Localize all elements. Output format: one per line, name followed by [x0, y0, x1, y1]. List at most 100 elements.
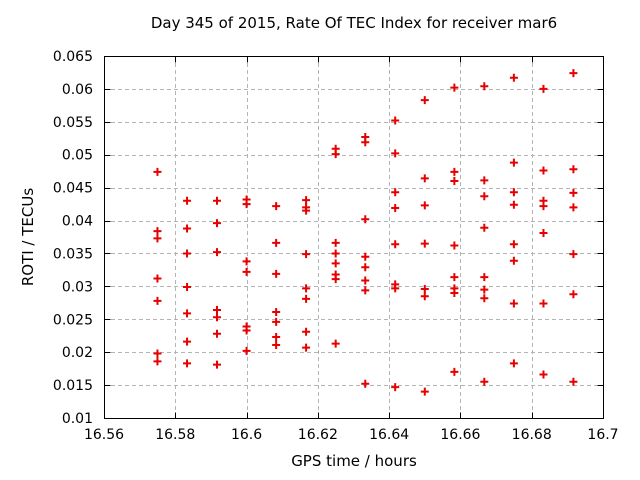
data-point-marker — [183, 196, 192, 205]
data-point-marker — [509, 359, 518, 368]
data-point-marker — [420, 174, 429, 183]
data-point-marker — [153, 357, 162, 366]
data-point-marker — [153, 274, 162, 283]
y-tick-label: 0.01 — [62, 411, 93, 427]
data-point-marker — [539, 299, 548, 308]
data-point-marker — [212, 196, 221, 205]
data-point-marker — [391, 204, 400, 213]
data-point-marker — [302, 294, 311, 303]
data-point-marker — [331, 275, 340, 284]
y-tick-label: 0.05 — [62, 148, 93, 164]
data-point-marker — [509, 240, 518, 249]
data-point-marker — [480, 82, 489, 91]
data-point-marker — [569, 250, 578, 259]
data-point-marker — [450, 167, 459, 176]
data-point-marker — [420, 292, 429, 301]
y-tick-label: 0.055 — [53, 115, 93, 131]
data-point-marker — [509, 188, 518, 197]
data-point-marker — [391, 284, 400, 293]
data-point-marker — [480, 294, 489, 303]
x-tick-label: 16.64 — [369, 427, 409, 443]
data-point-marker — [480, 273, 489, 282]
data-point-marker — [242, 200, 251, 209]
data-point-marker — [420, 239, 429, 248]
data-point-marker — [272, 308, 281, 317]
data-point-marker — [272, 333, 281, 342]
data-point-marker — [242, 326, 251, 335]
data-point-marker — [183, 283, 192, 292]
data-point-marker — [539, 202, 548, 211]
y-tick-label: 0.025 — [53, 312, 93, 328]
y-tick-label: 0.065 — [53, 49, 93, 65]
data-point-marker — [183, 309, 192, 318]
data-point-marker — [391, 188, 400, 197]
data-point-marker — [391, 383, 400, 392]
data-point-marker — [480, 192, 489, 201]
data-point-marker — [569, 290, 578, 299]
data-point-marker — [272, 238, 281, 247]
data-point-marker — [331, 339, 340, 348]
data-point-marker — [212, 329, 221, 338]
x-tick-label: 16.62 — [298, 427, 338, 443]
data-point-marker — [272, 340, 281, 349]
data-point-marker — [539, 84, 548, 93]
data-point-marker — [361, 138, 370, 147]
data-point-marker — [509, 73, 518, 82]
data-point-marker — [331, 150, 340, 159]
data-point-marker — [212, 313, 221, 322]
data-point-marker — [450, 83, 459, 92]
chart-title: Day 345 of 2015, Rate Of TEC Index for r… — [150, 14, 558, 32]
data-point-marker — [242, 346, 251, 355]
data-point-marker — [539, 370, 548, 379]
y-tick-label: 0.035 — [53, 246, 93, 262]
data-point-marker — [569, 203, 578, 212]
data-point-marker — [183, 249, 192, 258]
plot-frame — [104, 56, 604, 419]
data-point-marker — [450, 288, 459, 297]
data-point-marker — [242, 257, 251, 266]
data-point-marker — [361, 276, 370, 285]
data-point-marker — [480, 176, 489, 185]
y-tick-label: 0.015 — [53, 378, 93, 394]
data-point-marker — [509, 158, 518, 167]
data-point-marker — [569, 188, 578, 197]
x-axis-label: GPS time / hours — [291, 452, 417, 470]
data-point-marker — [569, 377, 578, 386]
data-point-marker — [569, 165, 578, 174]
data-point-marker — [361, 379, 370, 388]
y-tick-label: 0.03 — [62, 279, 93, 295]
data-point-marker — [212, 360, 221, 369]
data-point-marker — [242, 267, 251, 276]
data-point-marker — [509, 299, 518, 308]
x-tick-label: 16.68 — [512, 427, 552, 443]
data-point-marker — [331, 238, 340, 247]
x-tick-label: 16.56 — [84, 427, 124, 443]
data-point-marker — [539, 229, 548, 238]
data-point-marker — [480, 285, 489, 294]
data-point-marker — [183, 224, 192, 233]
data-point-marker — [183, 337, 192, 346]
data-point-marker — [212, 219, 221, 228]
data-point-marker — [450, 273, 459, 282]
data-point-marker — [480, 223, 489, 232]
data-point-marker — [212, 306, 221, 315]
data-point-marker — [420, 201, 429, 210]
data-point-marker — [302, 206, 311, 215]
data-point-marker — [153, 296, 162, 305]
data-point-marker — [569, 69, 578, 78]
data-point-marker — [153, 167, 162, 176]
data-point-marker — [331, 249, 340, 258]
data-point-marker — [420, 284, 429, 293]
data-point-marker — [302, 196, 311, 205]
data-point-marker — [302, 284, 311, 293]
x-tick-label: 16.66 — [440, 427, 480, 443]
y-tick-label: 0.04 — [62, 214, 93, 230]
data-point-marker — [302, 343, 311, 352]
x-tick-label: 16.6 — [231, 427, 262, 443]
data-point-marker — [272, 202, 281, 211]
y-tick-label: 0.045 — [53, 181, 93, 197]
data-point-marker — [153, 227, 162, 236]
x-tick-label: 16.58 — [155, 427, 195, 443]
data-point-marker — [391, 240, 400, 249]
